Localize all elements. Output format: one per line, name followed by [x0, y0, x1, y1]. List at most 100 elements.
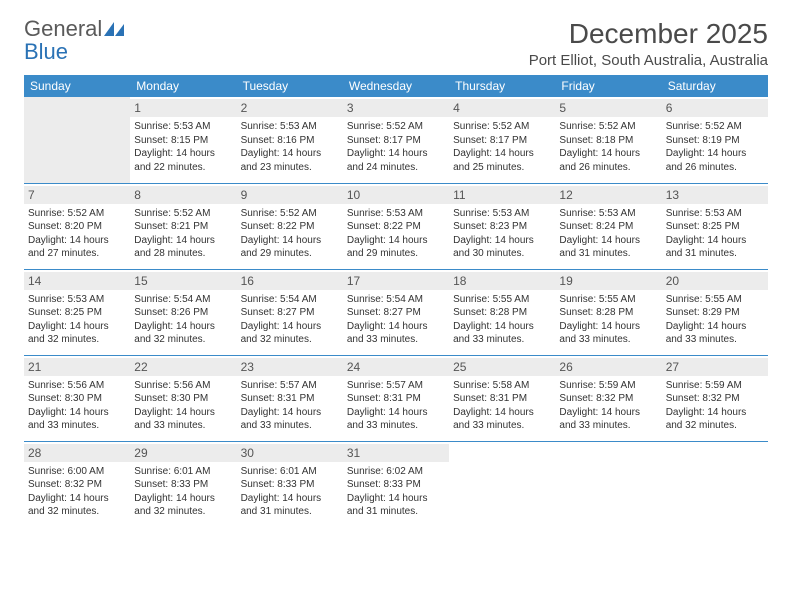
info-line: and 31 minutes. [559, 247, 657, 261]
info-line: Daylight: 14 hours [453, 147, 551, 161]
info-line: Daylight: 14 hours [559, 320, 657, 334]
day-cell: 20Sunrise: 5:55 AMSunset: 8:29 PMDayligh… [662, 269, 768, 355]
day-number: 27 [662, 358, 768, 376]
logo-word2: Blue [24, 39, 68, 64]
logo: General Blue [24, 18, 124, 64]
day-number: 23 [237, 358, 343, 376]
day-info: Sunrise: 6:00 AMSunset: 8:32 PMDaylight:… [28, 465, 126, 519]
day-info: Sunrise: 5:53 AMSunset: 8:25 PMDaylight:… [666, 207, 764, 261]
day-info: Sunrise: 5:55 AMSunset: 8:28 PMDaylight:… [453, 293, 551, 347]
day-info: Sunrise: 5:52 AMSunset: 8:18 PMDaylight:… [559, 120, 657, 174]
info-line: and 33 minutes. [347, 333, 445, 347]
info-line: Sunset: 8:18 PM [559, 134, 657, 148]
info-line: Sunrise: 5:57 AM [241, 379, 339, 393]
day-info: Sunrise: 5:57 AMSunset: 8:31 PMDaylight:… [347, 379, 445, 433]
info-line: Daylight: 14 hours [134, 234, 232, 248]
info-line: Sunset: 8:24 PM [559, 220, 657, 234]
day-number: 21 [24, 358, 130, 376]
info-line: Sunset: 8:30 PM [134, 392, 232, 406]
info-line: and 32 minutes. [134, 333, 232, 347]
day-info: Sunrise: 5:56 AMSunset: 8:30 PMDaylight:… [28, 379, 126, 433]
info-line: and 32 minutes. [28, 333, 126, 347]
info-line: Sunset: 8:17 PM [453, 134, 551, 148]
day-cell: 19 Sunrise: 5:55 AMSunset: 8:28 PMDayligh… [555, 269, 661, 355]
info-line: Sunrise: 5:53 AM [28, 293, 126, 307]
info-line: Sunset: 8:25 PM [28, 306, 126, 320]
day-cell: 17Sunrise: 5:54 AMSunset: 8:27 PMDayligh… [343, 269, 449, 355]
day-info: Sunrise: 5:54 AMSunset: 8:27 PMDaylight:… [241, 293, 339, 347]
info-line: and 33 minutes. [134, 419, 232, 433]
info-line: and 32 minutes. [28, 505, 126, 519]
info-line: Daylight: 14 hours [28, 492, 126, 506]
day-info: Sunrise: 5:54 AMSunset: 8:26 PMDaylight:… [134, 293, 232, 347]
info-line: and 22 minutes. [134, 161, 232, 175]
day-number: 29 [130, 444, 236, 462]
day-info: Sunrise: 5:59 AMSunset: 8:32 PMDaylight:… [559, 379, 657, 433]
info-line: and 31 minutes. [347, 505, 445, 519]
day-cell: 29 Sunrise: 6:01 AMSunset: 8:33 PMDayligh… [130, 441, 236, 527]
info-line: Sunset: 8:17 PM [347, 134, 445, 148]
info-line: Daylight: 14 hours [666, 406, 764, 420]
day-number: 14 [24, 272, 130, 290]
info-line: Daylight: 14 hours [241, 406, 339, 420]
day-cell: 5Sunrise: 5:52 AMSunset: 8:18 PMDaylight… [555, 97, 661, 183]
info-line: Sunset: 8:32 PM [559, 392, 657, 406]
info-line: Sunrise: 5:52 AM [28, 207, 126, 221]
info-line: Sunset: 8:27 PM [347, 306, 445, 320]
logo-sail-icon [104, 22, 124, 41]
day-info: Sunrise: 5:52 AMSunset: 8:22 PMDaylight:… [241, 207, 339, 261]
info-line: Sunset: 8:33 PM [134, 478, 232, 492]
info-line: Sunrise: 5:54 AM [347, 293, 445, 307]
day-cell: 1Sunrise: 5:53 AMSunset: 8:15 PMDaylight… [130, 97, 236, 183]
info-line: Sunset: 8:28 PM [453, 306, 551, 320]
day-cell: 11Sunrise: 5:53 AMSunset: 8:23 PMDayligh… [449, 183, 555, 269]
info-line: and 33 minutes. [347, 419, 445, 433]
info-line: Daylight: 14 hours [666, 320, 764, 334]
info-line: Sunrise: 5:59 AM [666, 379, 764, 393]
day-info: Sunrise: 5:53 AMSunset: 8:23 PMDaylight:… [453, 207, 551, 261]
info-line: Sunset: 8:32 PM [28, 478, 126, 492]
week-row: 1Sunrise: 5:53 AMSunset: 8:15 PMDaylight… [24, 97, 768, 183]
info-line: Daylight: 14 hours [666, 234, 764, 248]
info-line: Sunrise: 6:02 AM [347, 465, 445, 479]
day-info: Sunrise: 5:53 AMSunset: 8:25 PMDaylight:… [28, 293, 126, 347]
info-line: and 25 minutes. [453, 161, 551, 175]
info-line: Sunrise: 5:54 AM [134, 293, 232, 307]
day-info: Sunrise: 5:53 AMSunset: 8:24 PMDaylight:… [559, 207, 657, 261]
info-line: and 33 minutes. [241, 419, 339, 433]
info-line: Sunrise: 5:52 AM [347, 120, 445, 134]
info-line: Sunrise: 5:56 AM [134, 379, 232, 393]
info-line: and 33 minutes. [453, 419, 551, 433]
day-number: 19 [555, 272, 661, 290]
day-info: Sunrise: 5:54 AMSunset: 8:27 PMDaylight:… [347, 293, 445, 347]
info-line: Sunset: 8:28 PM [559, 306, 657, 320]
day-number: 13 [662, 186, 768, 204]
info-line: and 33 minutes. [453, 333, 551, 347]
location: Port Elliot, South Australia, Australia [529, 52, 768, 69]
info-line: Sunrise: 5:52 AM [241, 207, 339, 221]
info-line: Sunrise: 5:55 AM [666, 293, 764, 307]
info-line: Daylight: 14 hours [241, 147, 339, 161]
day-info: Sunrise: 5:55 AMSunset: 8:28 PMDaylight:… [559, 293, 657, 347]
day-cell: 7Sunrise: 5:52 AMSunset: 8:20 PMDaylight… [24, 183, 130, 269]
info-line: Sunrise: 5:53 AM [453, 207, 551, 221]
week-row: 28Sunrise: 6:00 AMSunset: 8:32 PMDayligh… [24, 441, 768, 527]
title-block: December 2025 Port Elliot, South Austral… [529, 18, 768, 69]
info-line: and 30 minutes. [453, 247, 551, 261]
info-line: Sunset: 8:31 PM [347, 392, 445, 406]
info-line: Sunrise: 5:55 AM [559, 293, 657, 307]
day-number: 16 [237, 272, 343, 290]
day-cell: 15Sunrise: 5:54 AMSunset: 8:26 PMDayligh… [130, 269, 236, 355]
day-info: Sunrise: 6:01 AMSunset: 8:33 PMDaylight:… [134, 465, 232, 519]
info-line: Daylight: 14 hours [347, 147, 445, 161]
info-line: Sunrise: 5:52 AM [666, 120, 764, 134]
day-info: Sunrise: 5:53 AMSunset: 8:15 PMDaylight:… [134, 120, 232, 174]
day-number: 24 [343, 358, 449, 376]
day-header: Tuesday [237, 75, 343, 97]
info-line: and 29 minutes. [241, 247, 339, 261]
day-number: 9 [237, 186, 343, 204]
logo-word1: General [24, 16, 102, 41]
day-number: 4 [449, 99, 555, 117]
info-line: Sunset: 8:22 PM [347, 220, 445, 234]
info-line: Sunrise: 5:57 AM [347, 379, 445, 393]
